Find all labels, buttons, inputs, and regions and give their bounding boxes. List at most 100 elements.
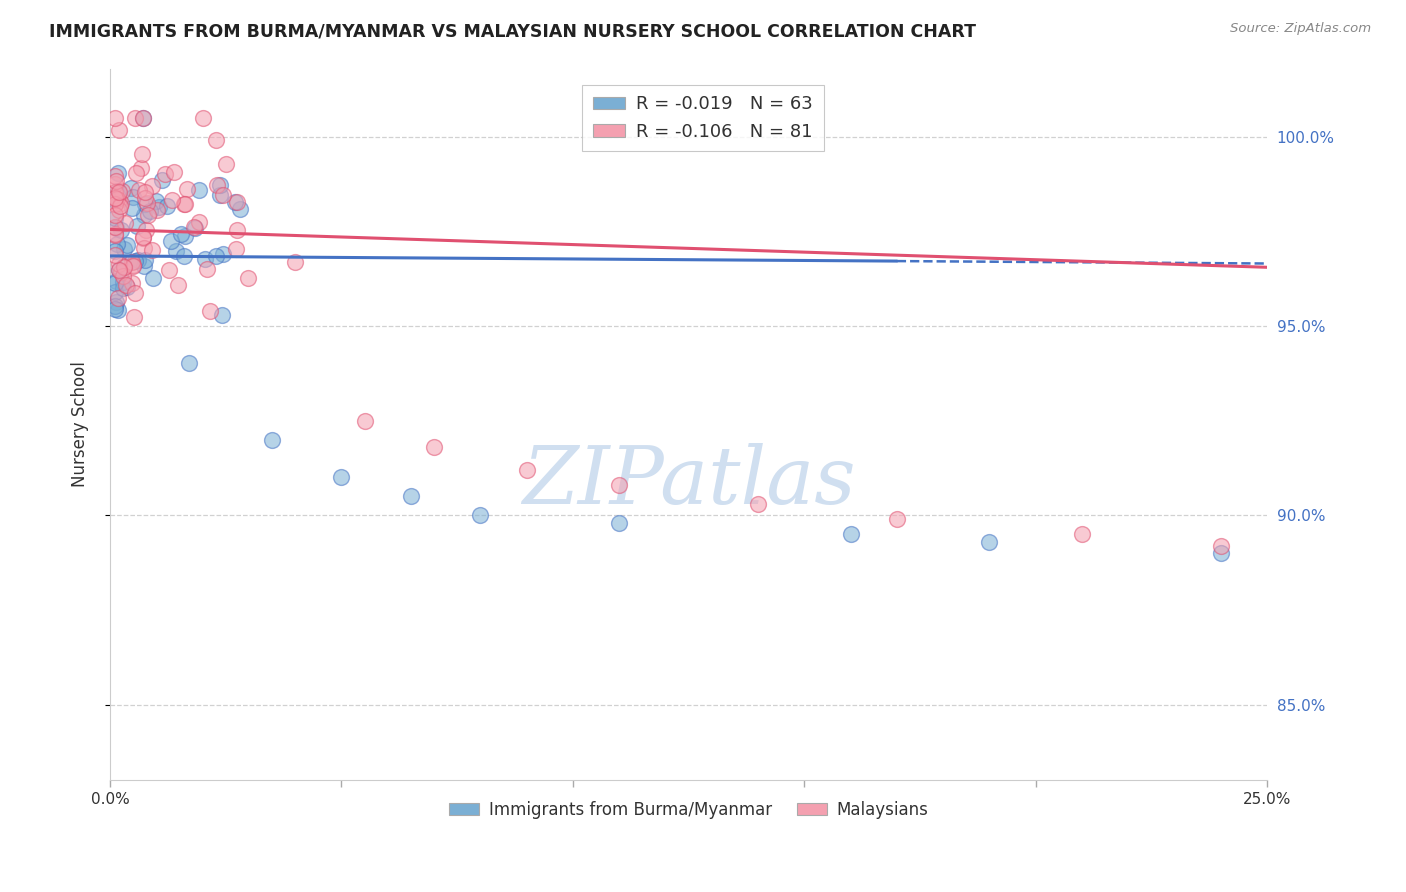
Point (124, 111, 146, 125)
Point (115, 237, 138, 252)
Point (114, 216, 136, 230)
Point (104, 227, 127, 241)
Point (131, 111, 153, 125)
Point (108, 193, 131, 207)
Point (125, 166, 148, 180)
Point (1209, 539, 1232, 553)
Point (353, 414, 375, 428)
Point (108, 202, 131, 217)
Point (470, 508, 492, 523)
Point (111, 269, 134, 284)
Point (110, 264, 132, 278)
Point (132, 259, 155, 273)
Point (104, 228, 127, 243)
Point (198, 303, 221, 318)
Point (132, 208, 155, 222)
Point (225, 242, 247, 256)
Point (150, 172, 173, 186)
Point (107, 166, 129, 180)
Point (125, 219, 148, 233)
Point (104, 178, 127, 192)
Point (173, 229, 195, 244)
Point (747, 497, 769, 511)
Point (124, 285, 146, 300)
Point (129, 161, 152, 176)
Point (132, 230, 155, 244)
Point (104, 220, 127, 235)
Point (162, 193, 184, 207)
Text: ZIPatlas: ZIPatlas (522, 442, 855, 520)
Point (170, 227, 193, 242)
Point (205, 133, 228, 147)
Point (110, 196, 132, 211)
Point (173, 196, 195, 211)
Point (108, 262, 131, 277)
Point (187, 183, 209, 197)
Point (260, 433, 283, 447)
Point (122, 260, 145, 274)
Point (134, 196, 156, 211)
Point (121, 190, 143, 204)
Point (162, 165, 184, 179)
Point (111, 281, 134, 295)
Point (105, 274, 128, 288)
Point (108, 199, 131, 213)
Point (104, 219, 127, 234)
Point (105, 174, 128, 188)
Point (121, 254, 143, 268)
Point (423, 440, 446, 454)
Text: IMMIGRANTS FROM BURMA/MYANMAR VS MALAYSIAN NURSERY SCHOOL CORRELATION CHART: IMMIGRANTS FROM BURMA/MYANMAR VS MALAYSI… (49, 22, 976, 40)
Point (607, 478, 630, 492)
Point (124, 253, 146, 268)
Point (134, 185, 156, 199)
Text: Source: ZipAtlas.com: Source: ZipAtlas.com (1230, 22, 1371, 36)
Point (131, 147, 153, 161)
Point (104, 191, 127, 205)
Point (516, 463, 538, 477)
Point (112, 243, 135, 257)
Point (108, 123, 131, 137)
Point (120, 181, 142, 195)
Point (176, 182, 198, 196)
Point (104, 169, 127, 183)
Point (134, 252, 156, 267)
Point (115, 278, 138, 293)
Point (135, 222, 157, 236)
Point (197, 262, 219, 277)
Point (132, 240, 155, 254)
Point (105, 295, 128, 310)
Point (148, 200, 170, 214)
Point (104, 186, 127, 200)
Point (212, 188, 235, 202)
Point (105, 193, 128, 207)
Point (607, 516, 630, 530)
Point (104, 211, 127, 226)
Point (121, 201, 143, 215)
Point (111, 184, 134, 198)
Point (205, 249, 228, 263)
Point (112, 260, 135, 275)
Point (188, 215, 211, 229)
Point (127, 253, 149, 268)
Point (104, 194, 127, 208)
Point (108, 256, 131, 270)
Point (839, 527, 862, 541)
Point (1071, 527, 1094, 541)
Point (330, 470, 353, 484)
Point (224, 194, 246, 209)
Point (142, 270, 165, 285)
Point (104, 299, 127, 313)
Point (145, 202, 167, 217)
Point (183, 220, 205, 235)
Point (979, 534, 1001, 549)
Point (209, 178, 232, 192)
Point (209, 188, 232, 202)
Point (156, 199, 179, 213)
Point (105, 236, 128, 251)
Point (139, 204, 162, 219)
Point (173, 196, 195, 211)
Point (104, 244, 127, 258)
Point (107, 291, 129, 305)
Point (132, 111, 155, 125)
Y-axis label: Nursery School: Nursery School (72, 361, 89, 487)
